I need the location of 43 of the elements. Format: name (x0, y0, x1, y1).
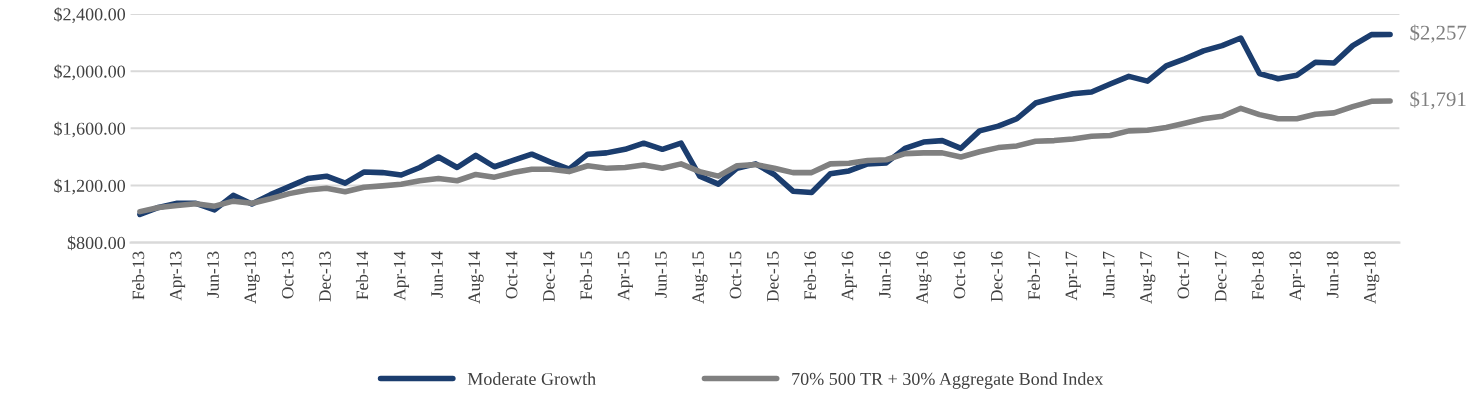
x-tick-label: Dec-17 (1214, 251, 1227, 302)
y-tick-label: $2,400.00 (54, 7, 126, 24)
x-tick-label: Oct-16 (953, 251, 966, 299)
legend-label: 70% 500 TR + 30% Aggregate Bond Index (792, 372, 1104, 389)
y-tick-label: $2,000.00 (54, 64, 126, 81)
x-tick-label: Jun-13 (207, 251, 219, 298)
x-tick-label: Jun-14 (431, 251, 443, 298)
x-tick-label: Dec-13 (319, 251, 331, 302)
x-tick-label: Apr-16 (841, 251, 857, 301)
x-tick-label: Aug-17 (1140, 251, 1156, 304)
x-tick-label: Jun-17 (1102, 251, 1115, 298)
x-tick-label: Aug-14 (468, 251, 484, 304)
x-tick-label: Feb-14 (355, 251, 369, 300)
x-tick-label: Apr-17 (1065, 251, 1081, 301)
x-tick-label: Aug-13 (244, 251, 260, 304)
x-tick-label: Feb-15 (579, 251, 593, 300)
x-tick-label: Jun-15 (655, 251, 667, 298)
text: $2,257 (1410, 24, 1467, 43)
x-tick-label: Dec-15 (767, 251, 779, 302)
legend-label: Moderate Growth (467, 372, 596, 386)
y-tick-label: $800.00 (67, 235, 126, 251)
y-tick-label: $1,200.00 (54, 178, 126, 195)
x-tick-label: Aug-15 (692, 251, 708, 304)
x-tick-label: Oct-15 (729, 251, 742, 299)
y-tick-label: $1,600.00 (54, 121, 126, 138)
x-tick-label: Feb-18 (1251, 251, 1264, 300)
x-tick-label: Feb-17 (1027, 251, 1040, 300)
x-tick-label: Aug-18 (1364, 251, 1380, 304)
x-tick-label: Dec-14 (543, 251, 555, 302)
x-tick-label: Apr-13 (169, 251, 186, 301)
x-tick-label: Oct-17 (1177, 251, 1190, 299)
x-tick-label: Apr-18 (1289, 251, 1305, 301)
x-tick-label: Feb-16 (803, 251, 816, 300)
x-tick-label: Jun-16 (878, 251, 891, 298)
x-tick-label: Oct-13 (281, 251, 294, 299)
x-tick-label: Feb-13 (132, 251, 145, 300)
x-tick-label: Aug-16 (916, 251, 932, 304)
x-tick-label: Oct-14 (505, 251, 518, 299)
x-tick-label: Apr-14 (393, 251, 410, 301)
text: $1,791 (1410, 90, 1466, 110)
x-tick-label: Jun-18 (1326, 251, 1339, 298)
x-tick-label: Dec-16 (990, 251, 1003, 302)
x-tick-label: Apr-15 (617, 251, 633, 301)
